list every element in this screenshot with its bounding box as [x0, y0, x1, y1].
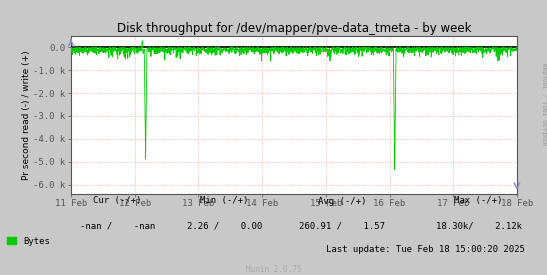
- Text: Munin 2.0.75: Munin 2.0.75: [246, 265, 301, 274]
- Text: Last update: Tue Feb 18 15:00:20 2025: Last update: Tue Feb 18 15:00:20 2025: [326, 245, 525, 254]
- Text: Min (-/+): Min (-/+): [200, 197, 248, 205]
- Y-axis label: Pr second read (-) / write (+): Pr second read (-) / write (+): [21, 50, 31, 180]
- Text: Avg (-/+): Avg (-/+): [318, 197, 366, 205]
- Text: Cur (-/+): Cur (-/+): [94, 197, 142, 205]
- Text: 2.26 /    0.00: 2.26 / 0.00: [187, 221, 262, 230]
- Legend: Bytes: Bytes: [7, 237, 50, 246]
- Title: Disk throughput for /dev/mapper/pve-data_tmeta - by week: Disk throughput for /dev/mapper/pve-data…: [117, 21, 472, 35]
- Text: RRDTOOL / TOBI OETIKER: RRDTOOL / TOBI OETIKER: [542, 63, 546, 146]
- Text: 260.91 /    1.57: 260.91 / 1.57: [299, 221, 385, 230]
- Text: -nan /    -nan: -nan / -nan: [80, 221, 155, 230]
- Text: 18.30k/    2.12k: 18.30k/ 2.12k: [435, 221, 522, 230]
- Text: Max (-/+): Max (-/+): [455, 197, 503, 205]
